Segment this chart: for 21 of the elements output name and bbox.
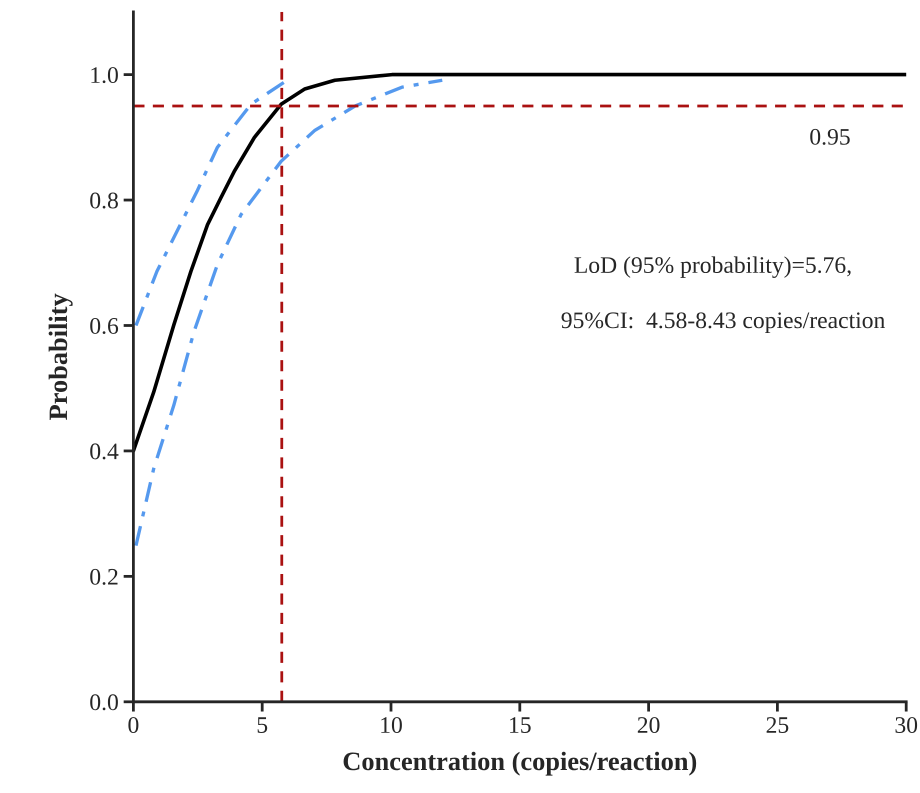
x-tick-label: 10 — [381, 717, 402, 734]
y-tick-label: 0.4 — [90, 443, 118, 460]
line-series — [133, 72, 906, 453]
y-tick-label: 0.2 — [90, 568, 118, 585]
annotation: LoD (95% probability)=5.76, — [574, 256, 851, 278]
x-tick-label: 5 — [258, 717, 268, 734]
x-tick-label: 15 — [510, 717, 531, 734]
y-axis-title: Probability — [48, 294, 73, 420]
line-series — [134, 80, 286, 328]
x-axis-title: Concentration (copies/reaction) — [344, 752, 696, 776]
y-tick-label: 1.0 — [91, 67, 118, 84]
y-tick-label: 0.6 — [90, 318, 118, 334]
annotation: 95%CI: 4.58-8.43 copies/reaction — [562, 312, 885, 334]
x-tick-label: 25 — [766, 717, 788, 734]
y-tick-label: 0.8 — [90, 192, 118, 209]
y-tick-label: 0.0 — [90, 694, 118, 710]
x-tick-label: 20 — [638, 717, 660, 734]
ref-line-label: 0.95 — [810, 128, 850, 145]
line-series — [134, 78, 444, 548]
x-tick-label: 30 — [896, 717, 918, 734]
x-tick-label: 0 — [128, 717, 138, 734]
